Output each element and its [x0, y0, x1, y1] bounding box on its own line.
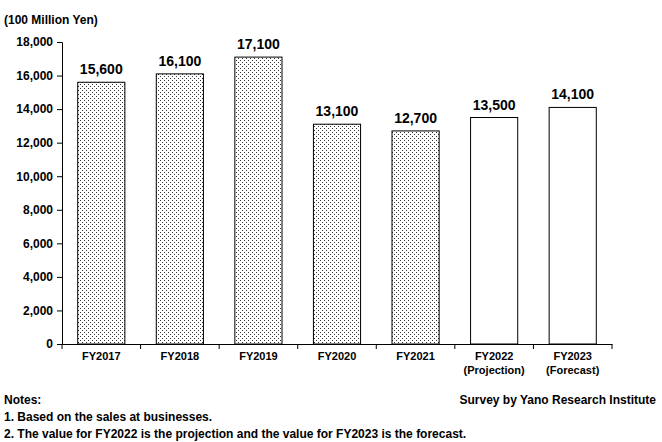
y-tick-mark	[57, 76, 62, 77]
y-tick-mark	[57, 277, 62, 278]
y-tick-label: 14,000	[16, 102, 53, 116]
x-axis: FY2017 FY2018 FY2019 FY2020 FY2021 FY2022(Pro…	[63, 344, 613, 376]
bar	[78, 82, 125, 344]
note: Notes:	[4, 393, 41, 407]
x-separator	[62, 344, 63, 349]
x-tick: FY2020	[318, 344, 357, 362]
x-separator	[533, 344, 534, 349]
y-axis: 0 2,000 4,000 6,000 8,000 10,000 12,000 14,000 1…	[16, 35, 62, 351]
y-tick-mark	[57, 243, 62, 244]
chart: 0 2,000 4,000 6,000 8,000 10,000 12,000 14,000 1…	[0, 0, 662, 442]
y-tick-mark	[57, 109, 62, 110]
x-separator	[612, 344, 613, 349]
bar	[471, 118, 518, 345]
y-tick-label: 10,000	[16, 170, 53, 184]
y-tick-label: 0	[46, 337, 53, 351]
x-tick: FY2018	[161, 344, 200, 362]
x-tick-label: FY2017	[82, 350, 121, 362]
x-axis-line	[63, 344, 613, 345]
y-tick: 14,000	[16, 102, 62, 116]
data-label: 16,100	[158, 53, 201, 69]
x-separator	[219, 344, 220, 349]
y-tick-mark	[57, 42, 62, 43]
x-tick: FY2019	[239, 344, 278, 362]
y-tick-mark	[57, 176, 62, 177]
bar	[549, 107, 596, 344]
y-tick: 12,000	[16, 136, 62, 150]
x-tick-label: FY2023(Forecast)	[546, 350, 600, 376]
y-tick: 16,000	[16, 69, 62, 83]
data-label: 14,100	[551, 86, 594, 102]
x-tick: FY2022(Projection)	[464, 344, 525, 376]
y-tick-label: 12,000	[16, 136, 53, 150]
data-label: 17,100	[237, 36, 280, 52]
x-tick: FY2023(Forecast)	[546, 344, 600, 376]
bars	[78, 57, 597, 344]
y-tick: 0	[46, 337, 62, 351]
x-separator	[376, 344, 377, 349]
y-tick-mark	[57, 210, 62, 211]
note: 2. The value for FY2022 is the projectio…	[4, 427, 466, 441]
bar	[235, 57, 282, 344]
data-label: 15,600	[80, 61, 123, 77]
source: Survey by Yano Research Institute	[459, 393, 656, 407]
y-tick-label: 8,000	[23, 203, 53, 217]
y-tick-mark	[57, 310, 62, 311]
bar	[313, 124, 360, 344]
data-label: 12,700	[394, 110, 437, 126]
y-tick-label: 4,000	[23, 270, 53, 284]
y-tick-label: 6,000	[23, 237, 53, 251]
x-tick-label: FY2021	[396, 350, 435, 362]
y-tick: 2,000	[23, 304, 62, 318]
bar	[156, 74, 203, 344]
x-tick: FY2017	[82, 344, 121, 362]
bar	[392, 131, 439, 344]
x-tick-label: FY2019	[239, 350, 278, 362]
x-separator	[454, 344, 455, 349]
data-label: 13,100	[316, 103, 359, 119]
y-tick-label: 2,000	[23, 304, 53, 318]
x-tick-label: FY2018	[161, 350, 200, 362]
y-tick: 18,000	[16, 35, 62, 49]
y-tick: 8,000	[23, 203, 62, 217]
x-tick-label: FY2022(Projection)	[464, 350, 525, 376]
y-tick: 4,000	[23, 270, 62, 284]
y-axis-title: (100 Million Yen)	[4, 13, 98, 27]
y-tick: 6,000	[23, 237, 62, 251]
y-tick: 10,000	[16, 170, 62, 184]
y-tick-mark	[57, 143, 62, 144]
x-separators	[62, 344, 612, 349]
x-separator	[297, 344, 298, 349]
y-tick-mark	[57, 344, 62, 345]
y-tick-label: 18,000	[16, 35, 53, 49]
y-axis-line	[57, 43, 63, 345]
notes: Notes: 1. Based on the sales at businesse…	[4, 393, 466, 441]
x-tick-label: FY2020	[318, 350, 357, 362]
data-label: 13,500	[473, 97, 516, 113]
y-tick-label: 16,000	[16, 69, 53, 83]
x-separator	[140, 344, 141, 349]
data-labels: 15,600 16,100 17,100 13,100 12,700 13,500 14,1…	[80, 36, 594, 126]
x-tick: FY2021	[396, 344, 435, 362]
note: 1. Based on the sales at businesses.	[4, 410, 212, 424]
